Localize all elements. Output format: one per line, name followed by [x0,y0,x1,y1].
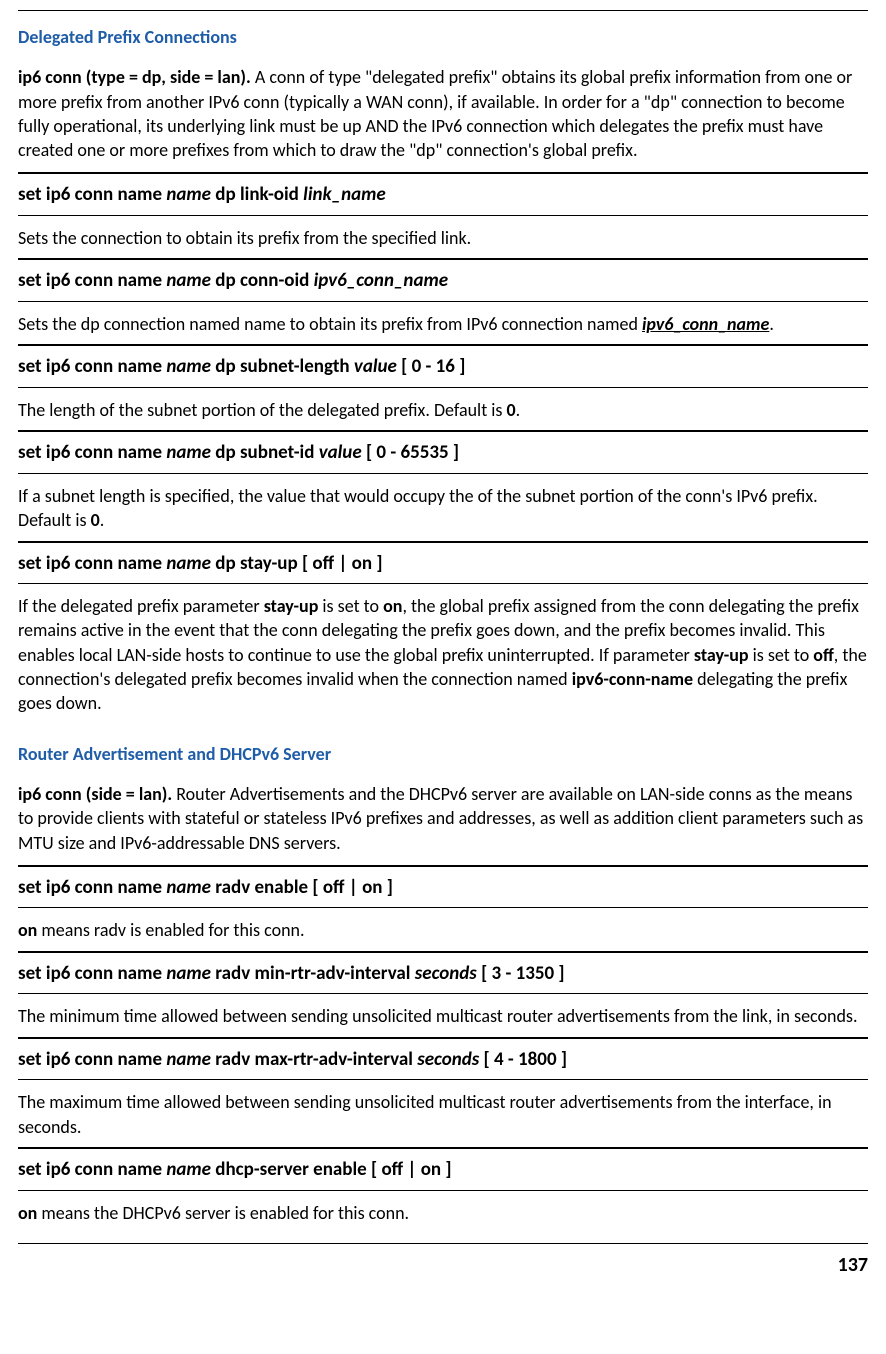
command-description: If a subnet length is specified, the val… [18,484,868,533]
command-syntax: set ip6 conn name name dp subnet-length … [18,354,868,380]
command-rule-bottom [18,993,868,994]
command-rule-bottom [18,1079,868,1080]
command-description: The maximum time allowed between sending… [18,1090,868,1139]
command-rule-bottom [18,583,868,584]
section-intro: ip6 conn (side = lan). Router Advertisem… [18,782,868,855]
command-rule-top [18,1037,868,1039]
command-block: set ip6 conn name name dp stay-up [ off … [18,541,868,716]
command-rule-bottom [18,215,868,216]
command-rule-top [18,1147,868,1149]
command-description: on means the DHCPv6 server is enabled fo… [18,1201,868,1225]
command-rule-bottom [18,473,868,474]
intro-lead: ip6 conn (side = lan). [18,783,172,805]
command-block: set ip6 conn name name dp subnet-length … [18,344,868,422]
command-block: set ip6 conn name name radv max-rtr-adv-… [18,1037,868,1139]
section-intro: ip6 conn (type = dp, side = lan). A conn… [18,65,868,162]
command-description: on means radv is enabled for this conn. [18,918,868,942]
intro-lead: ip6 conn (type = dp, side = lan). [18,66,251,88]
command-block: set ip6 conn name name radv enable [ off… [18,865,868,943]
command-rule-top [18,951,868,953]
command-syntax: set ip6 conn name name dp stay-up [ off … [18,551,868,577]
section-spacer [18,724,868,742]
command-rule-top [18,344,868,346]
command-block: set ip6 conn name name dp subnet-id valu… [18,430,868,532]
command-syntax: set ip6 conn name name dhcp-server enabl… [18,1157,868,1183]
command-rule-top [18,172,868,174]
command-rule-top [18,430,868,432]
page-footer: 137 [18,1243,868,1279]
command-description: Sets the dp connection named name to obt… [18,312,868,336]
command-rule-top [18,865,868,867]
command-description: The length of the subnet portion of the … [18,398,868,422]
command-description: If the delegated prefix parameter stay-u… [18,594,868,715]
command-syntax: set ip6 conn name name dp subnet-id valu… [18,440,868,466]
command-description: The minimum time allowed between sending… [18,1004,868,1028]
command-rule-bottom [18,387,868,388]
page-number: 137 [838,1253,868,1277]
command-rule-top [18,541,868,543]
section-title: Delegated Prefix Connections [18,25,868,49]
command-rule-top [18,258,868,260]
section-title: Router Advertisement and DHCPv6 Server [18,742,868,766]
command-rule-bottom [18,301,868,302]
command-syntax: set ip6 conn name name radv enable [ off… [18,875,868,901]
command-block: set ip6 conn name name dp conn-oid ipv6_… [18,258,868,336]
command-rule-bottom [18,907,868,908]
command-rule-bottom [18,1190,868,1191]
command-description: Sets the connection to obtain its prefix… [18,226,868,250]
command-syntax: set ip6 conn name name radv max-rtr-adv-… [18,1047,868,1073]
command-syntax: set ip6 conn name name dp link-oid link_… [18,182,868,208]
page-top-rule [18,10,868,11]
command-block: set ip6 conn name name dp link-oid link_… [18,172,868,250]
command-syntax: set ip6 conn name name dp conn-oid ipv6_… [18,268,868,294]
command-block: set ip6 conn name name dhcp-server enabl… [18,1147,868,1225]
page-content: Delegated Prefix Connections ip6 conn (ty… [18,25,868,1225]
command-syntax: set ip6 conn name name radv min-rtr-adv-… [18,961,868,987]
command-block: set ip6 conn name name radv min-rtr-adv-… [18,951,868,1029]
